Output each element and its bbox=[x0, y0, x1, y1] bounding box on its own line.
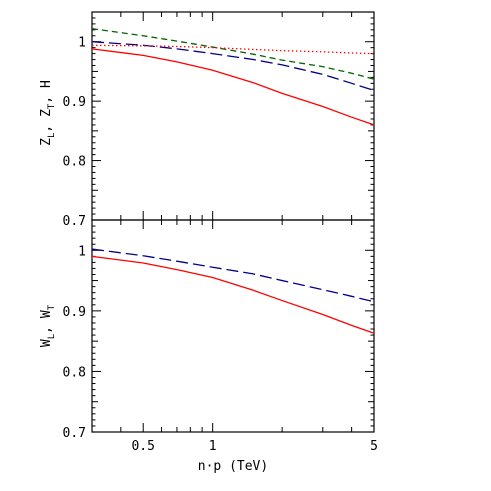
top-series-group bbox=[91, 27, 375, 126]
top-y-tick-labels: 0.7 0.8 0.9 1 bbox=[63, 36, 86, 229]
x-tick-label: 0.5 bbox=[131, 439, 154, 454]
top-series-line-2 bbox=[91, 27, 375, 80]
x-tick-label: 1 bbox=[209, 439, 217, 454]
bottom-series-line-0 bbox=[91, 255, 375, 334]
top-series-line-0 bbox=[91, 48, 375, 126]
bottom-y-tick-label: 0.9 bbox=[63, 305, 86, 320]
bottom-y-tick-label: 1 bbox=[78, 244, 86, 259]
top-plot-frame bbox=[91, 11, 375, 221]
bottom-panel: 0.7 0.8 0.9 1 0.5 1 5 WL, WT n·p (TeV) bbox=[39, 219, 378, 474]
top-series-line-1 bbox=[91, 41, 375, 92]
top-series-line-3 bbox=[91, 44, 375, 55]
top-y-tick-label: 0.8 bbox=[63, 155, 86, 170]
bottom-series-line-1 bbox=[91, 248, 375, 303]
bottom-ticks bbox=[91, 219, 375, 433]
bottom-plot-frame bbox=[91, 219, 375, 433]
bottom-series-group bbox=[91, 248, 375, 334]
top-y-tick-label: 1 bbox=[78, 36, 86, 51]
top-y-axis-label: ZL, ZT, H bbox=[39, 80, 57, 146]
x-axis-label: n·p (TeV) bbox=[198, 459, 268, 474]
bottom-y-tick-label: 0.7 bbox=[63, 426, 86, 441]
bottom-y-tick-label: 0.8 bbox=[63, 365, 86, 380]
top-ticks bbox=[91, 11, 375, 221]
bottom-y-tick-labels: 0.7 0.8 0.9 1 bbox=[63, 244, 86, 441]
top-y-tick-label: 0.9 bbox=[63, 95, 86, 110]
bottom-y-axis-label: WL, WT bbox=[39, 304, 57, 347]
top-panel: 0.7 0.8 0.9 1 ZL, ZT, H bbox=[39, 11, 375, 229]
x-tick-labels: 0.5 1 5 bbox=[131, 439, 377, 454]
x-tick-label: 5 bbox=[370, 439, 378, 454]
top-y-tick-label: 0.7 bbox=[63, 214, 86, 229]
